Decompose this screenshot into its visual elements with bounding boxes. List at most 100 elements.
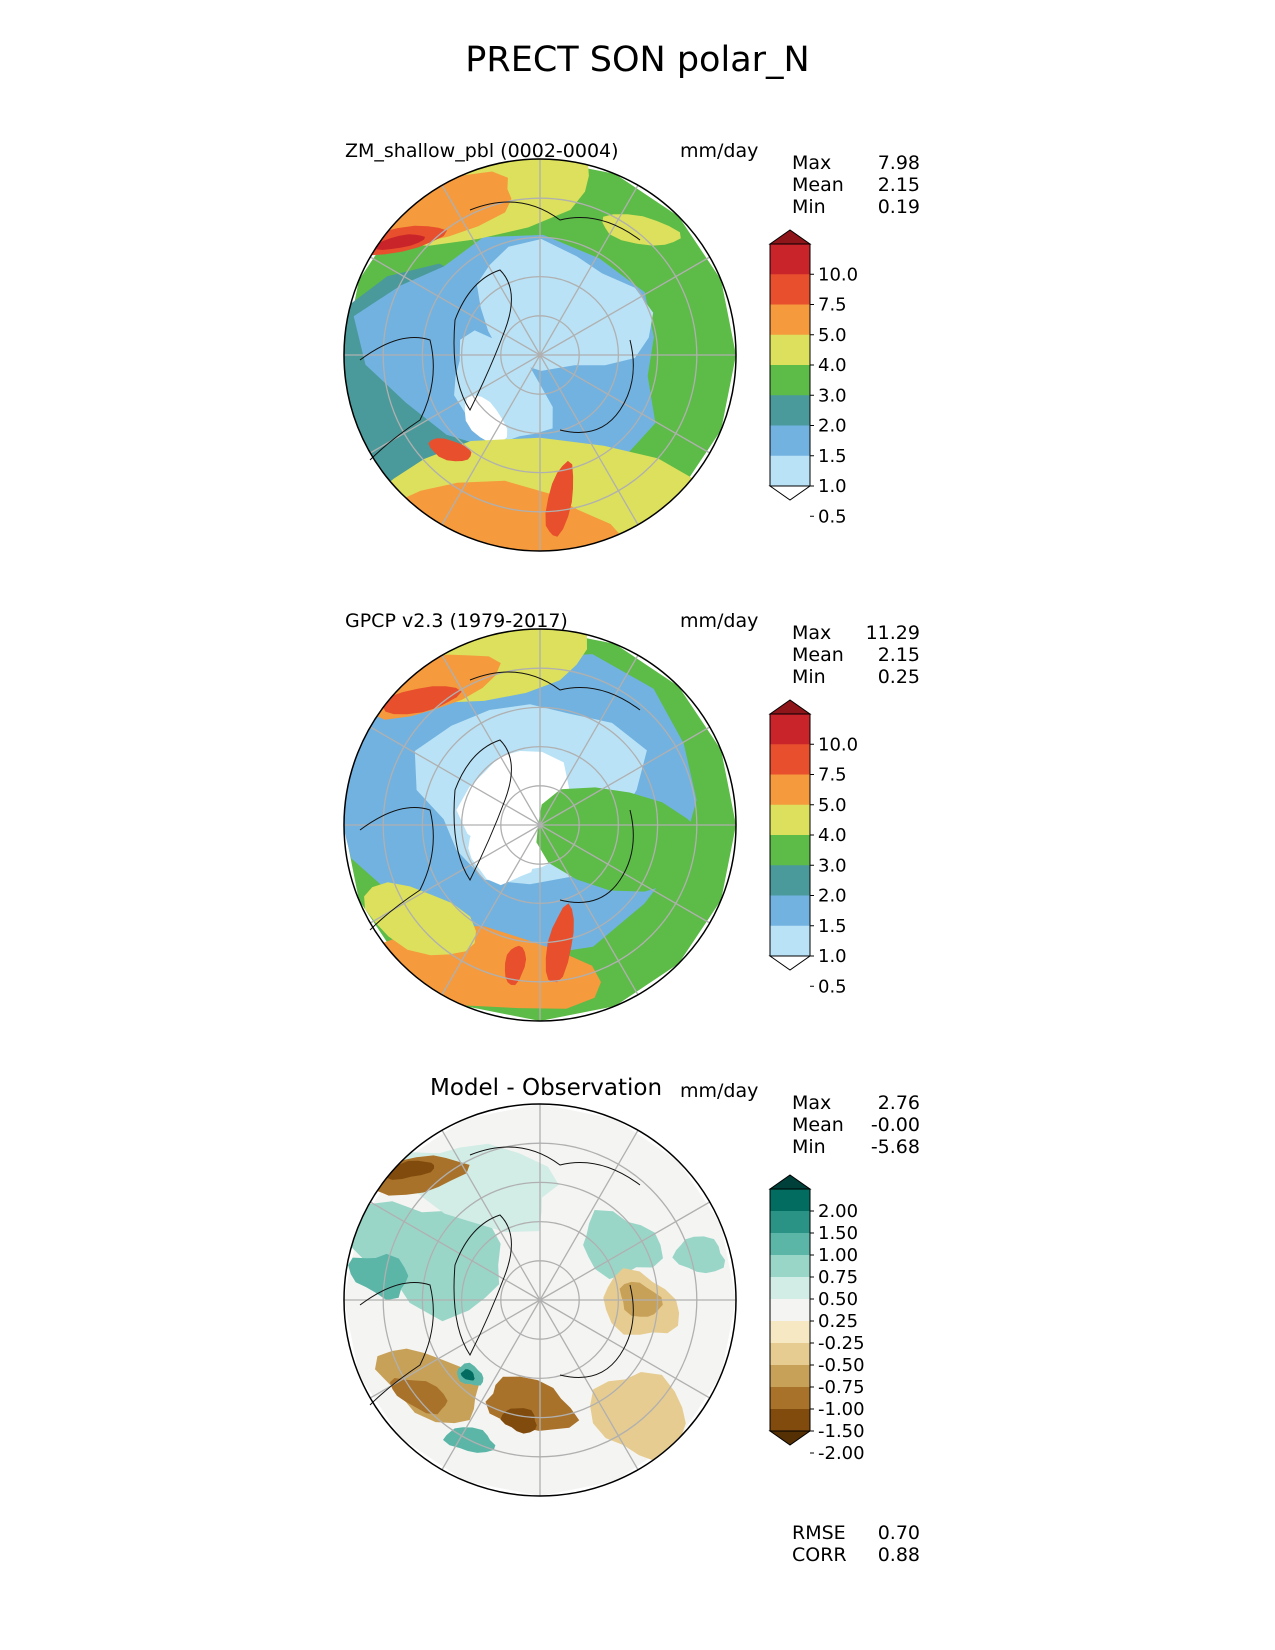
meridian-line bbox=[441, 184, 541, 356]
contour-region bbox=[476, 239, 654, 371]
coastline bbox=[359, 807, 434, 931]
colorbar-segment bbox=[770, 925, 810, 957]
metrics-block: RMSE 0.70 CORR 0.88 bbox=[792, 1522, 920, 1566]
colorbar-segment bbox=[770, 244, 810, 275]
contour-region bbox=[468, 825, 535, 886]
contour-region bbox=[348, 1253, 409, 1301]
meridian-line bbox=[369, 256, 541, 356]
colorbar-segment bbox=[770, 804, 810, 836]
metric-label: CORR bbox=[792, 1544, 847, 1566]
contour-region bbox=[590, 1372, 686, 1463]
coastlines bbox=[359, 671, 641, 931]
colorbar-segment bbox=[770, 395, 810, 426]
colorbar-segment bbox=[770, 1365, 810, 1388]
coastline bbox=[469, 201, 641, 241]
colorbar-label: 4.0 bbox=[818, 355, 847, 376]
colorbar-segment bbox=[770, 455, 810, 487]
meridian-line bbox=[539, 256, 711, 356]
colorbar-label: 0.25 bbox=[818, 1311, 858, 1332]
colorbar-label: 1.50 bbox=[818, 1223, 858, 1244]
colorbar-segment bbox=[770, 334, 810, 366]
colorbar-segment bbox=[770, 274, 810, 305]
meridian-line bbox=[539, 1201, 711, 1301]
units-label: mm/day bbox=[680, 610, 759, 632]
colorbar: 2.001.501.000.750.500.25-0.25-0.50-0.75-… bbox=[768, 1174, 865, 1464]
colorbar-segment bbox=[770, 1189, 810, 1212]
meridian-line bbox=[441, 354, 541, 526]
colorbar-extend-bottom bbox=[768, 955, 812, 971]
colorbar-segment bbox=[770, 714, 810, 745]
contour-region bbox=[428, 438, 472, 462]
contour-region bbox=[504, 945, 527, 986]
stat-value: 2.15 bbox=[877, 644, 920, 666]
coastline bbox=[453, 269, 512, 411]
meridian-line bbox=[441, 824, 541, 996]
meridian-line bbox=[539, 824, 711, 924]
contour-region bbox=[376, 234, 425, 250]
colorbar-label: 1.5 bbox=[818, 916, 847, 937]
colorbar-label: 1.0 bbox=[818, 476, 847, 497]
colorbar-segment bbox=[770, 774, 810, 806]
contour-region bbox=[382, 686, 462, 715]
stat-label: Mean bbox=[792, 1114, 844, 1136]
colorbar-extend-top bbox=[768, 229, 812, 245]
colorbar-label: -1.00 bbox=[818, 1399, 865, 1420]
meridian-line bbox=[539, 1129, 639, 1301]
map-svg: 10.0 7.5 5.0 4.0 3.0 2.0 1.5 1.0 0.5 bbox=[343, 158, 858, 552]
colorbar-segment bbox=[770, 365, 810, 396]
stat-value: 11.29 bbox=[865, 622, 920, 644]
stat-label: Min bbox=[792, 1136, 826, 1158]
contour-region bbox=[536, 787, 715, 892]
colorbar-extend-bottom bbox=[768, 485, 812, 501]
colorbar-label: 3.0 bbox=[818, 855, 847, 876]
stat-label: Max bbox=[792, 152, 832, 174]
colorbar-frame bbox=[769, 1188, 811, 1432]
colorbar-label: 2.0 bbox=[818, 416, 847, 437]
meridian-line bbox=[441, 1299, 541, 1471]
metric-value: 0.88 bbox=[877, 1544, 920, 1566]
meridian-line bbox=[539, 824, 639, 996]
contour-region bbox=[500, 1408, 537, 1434]
colorbar-segment bbox=[770, 1277, 810, 1300]
colorbar-label: 0.75 bbox=[818, 1267, 858, 1288]
colorbar-label: 10.0 bbox=[818, 734, 858, 755]
meridian-line bbox=[369, 824, 541, 924]
stat-value: 2.76 bbox=[877, 1092, 920, 1114]
colorbar-segment bbox=[770, 1321, 810, 1344]
map-boundary bbox=[343, 1103, 737, 1497]
meridian-line bbox=[369, 354, 541, 454]
obs-panel: GPCP v2.3 (1979-2017) mm/day Max 11.29 Me… bbox=[0, 600, 1275, 1070]
colorbar-label: 10.0 bbox=[818, 264, 858, 285]
meridian-line bbox=[369, 1201, 541, 1301]
coastline bbox=[559, 339, 634, 433]
map-field bbox=[344, 629, 736, 1021]
stats-block: Max 7.98 Mean 2.15 Min 0.19 bbox=[792, 152, 920, 218]
map-boundary bbox=[343, 158, 737, 552]
meridian-line bbox=[369, 726, 541, 826]
colorbar-label: 7.5 bbox=[818, 295, 847, 316]
stat-label: Mean bbox=[792, 174, 844, 196]
graticule bbox=[344, 629, 736, 1021]
colorbar-segment bbox=[770, 895, 810, 927]
colorbar-label: -2.00 bbox=[818, 1443, 865, 1464]
colorbar-label: 0.50 bbox=[818, 1289, 858, 1310]
colorbar-segment bbox=[770, 1409, 810, 1432]
stat-value: 7.98 bbox=[877, 152, 920, 174]
units-label: mm/day bbox=[680, 1080, 759, 1102]
colorbar-segment bbox=[770, 1233, 810, 1256]
coastline bbox=[559, 809, 634, 903]
contour-region bbox=[545, 903, 574, 983]
colorbar-segment bbox=[770, 744, 810, 775]
coastline bbox=[559, 1284, 634, 1378]
colorbar-segment bbox=[770, 1387, 810, 1410]
contour-region bbox=[464, 395, 508, 444]
meridian-line bbox=[441, 1129, 541, 1301]
colorbar-label: 5.0 bbox=[818, 325, 847, 346]
stat-value: 0.19 bbox=[877, 196, 920, 218]
diff-panel: Model - Observation mm/day Max 2.76 Mean -… bbox=[0, 1075, 1275, 1545]
colorbar: 10.0 7.5 5.0 4.0 3.0 2.0 1.5 1.0 0.5 bbox=[768, 699, 858, 997]
contour-region bbox=[672, 1236, 726, 1274]
coastline bbox=[359, 337, 434, 461]
colorbar-segment bbox=[770, 1211, 810, 1234]
map-svg: 10.0 7.5 5.0 4.0 3.0 2.0 1.5 1.0 0.5 bbox=[343, 628, 858, 1022]
